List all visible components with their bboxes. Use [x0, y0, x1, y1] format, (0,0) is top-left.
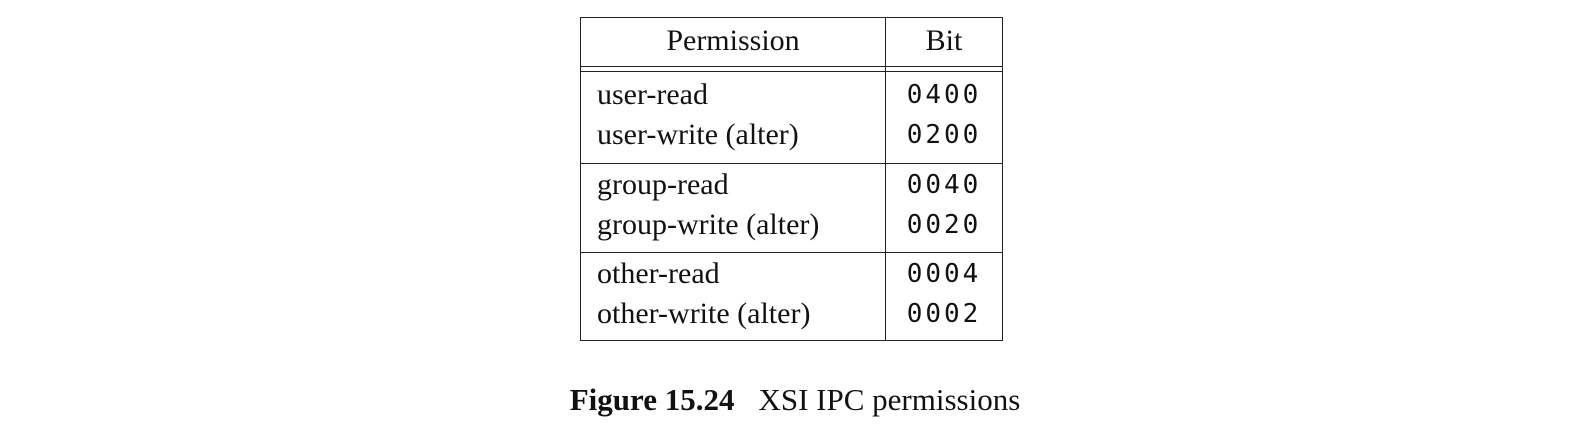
figure-caption: Figure 15.24 XSI IPC permissions [0, 380, 1590, 420]
permission-cell: group-read [597, 168, 729, 201]
figure-caption-text: XSI IPC permissions [758, 382, 1021, 417]
permission-cell: user-write (alter) [597, 118, 799, 151]
bit-cell: 0200 [906, 120, 982, 150]
permission-cell: user-read [597, 78, 708, 111]
table-header-row: Permission Bit [581, 18, 1002, 66]
column-divider [885, 18, 886, 340]
table-group-other: other-read 0004 other-write (alter) 0002 [581, 252, 1002, 341]
header-double-rule [581, 66, 1002, 72]
bit-cell: 0002 [906, 299, 982, 329]
figure-label: Figure 15.24 [569, 382, 735, 417]
bit-cell: 0400 [906, 80, 982, 110]
bit-cell: 0040 [906, 170, 982, 200]
header-permission: Permission [666, 24, 800, 57]
table-group-user: user-read 0400 user-write (alter) 0200 [581, 74, 1002, 162]
bit-cell: 0004 [906, 259, 982, 289]
permission-cell: other-read [597, 257, 720, 290]
bit-cell: 0020 [906, 210, 982, 240]
permission-cell: group-write (alter) [597, 208, 820, 241]
table-group-group: group-read 0040 group-write (alter) 0020 [581, 163, 1002, 252]
header-bit: Bit [925, 24, 963, 57]
permissions-table: Permission Bit user-read 0400 user-write… [580, 17, 1003, 341]
permission-cell: other-write (alter) [597, 297, 811, 330]
